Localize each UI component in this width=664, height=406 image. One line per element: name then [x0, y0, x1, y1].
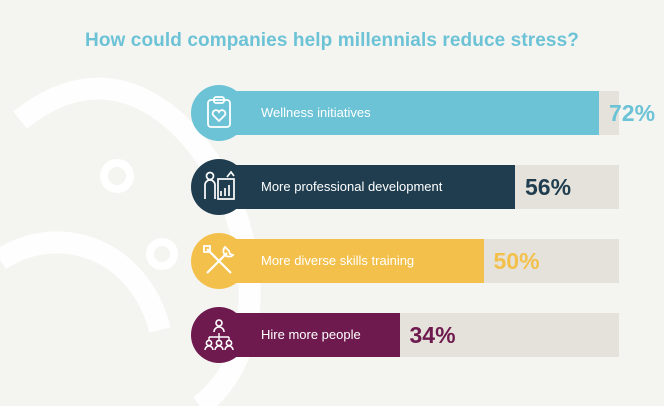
category-label: Hire more people [261, 327, 361, 342]
bar [221, 91, 599, 135]
value-label: 56% [525, 174, 572, 200]
category-label: More professional development [261, 179, 443, 194]
tools-icon [191, 233, 247, 289]
bar-row: More professional development 56% [191, 159, 619, 215]
presentation-icon [191, 159, 247, 215]
value-label: 50% [493, 248, 540, 274]
category-label: More diverse skills training [261, 253, 415, 268]
bar-row: More diverse skills training 50% [191, 233, 619, 289]
bar [221, 239, 484, 283]
bar [221, 165, 515, 209]
bar-row: Wellness initiatives 72% [191, 85, 655, 141]
value-label: 34% [409, 322, 456, 348]
category-label: Wellness initiatives [261, 105, 371, 120]
clipboard-heart-icon [191, 85, 247, 141]
bar [221, 313, 400, 357]
chart-title: How could companies help millennials red… [85, 30, 579, 51]
value-label: 72% [609, 100, 656, 126]
bar-row: Hire more people 34% [191, 307, 619, 363]
team-hierarchy-icon [191, 307, 247, 363]
